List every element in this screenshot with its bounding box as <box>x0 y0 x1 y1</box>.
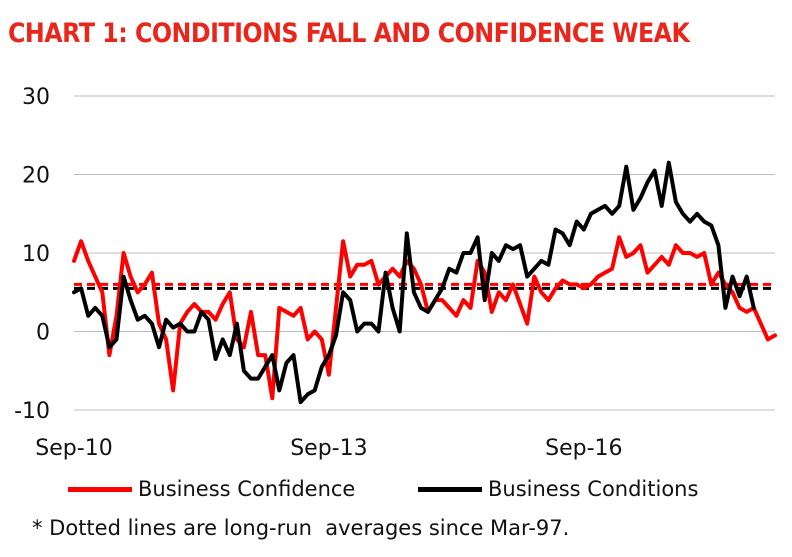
y-tick-label: 10 <box>22 242 50 267</box>
y-tick-label: 20 <box>22 164 50 189</box>
line-chart: -10 0 10 20 30 Sep-10 Sep-13 Sep-16 <box>14 85 777 461</box>
footnote: * Dotted lines are long-run averages sin… <box>32 516 570 540</box>
legend-swatch-black <box>418 486 482 492</box>
chart-title: CHART 1: CONDITIONS FALL AND CONFIDENCE … <box>8 18 690 49</box>
x-tick-label: Sep-13 <box>290 436 367 461</box>
y-axis-ticks: -10 0 10 20 30 <box>14 85 50 424</box>
y-tick-label: 30 <box>22 85 50 110</box>
y-tick-label: 0 <box>36 321 50 346</box>
legend-label: Business Conditions <box>488 477 699 501</box>
legend-swatch-red <box>68 486 132 492</box>
y-tick-label: -10 <box>14 399 50 424</box>
x-axis-ticks: Sep-10 Sep-13 Sep-16 <box>35 436 622 461</box>
legend-label: Business Confidence <box>138 477 356 501</box>
x-tick-label: Sep-16 <box>545 436 622 461</box>
series-lines <box>72 160 777 405</box>
average-lines <box>74 282 775 290</box>
x-tick-label: Sep-10 <box>35 436 112 461</box>
legend-item-conditions: Business Conditions <box>418 477 698 501</box>
series-line-business-confidence <box>72 235 777 401</box>
legend-item-confidence: Business Confidence <box>68 477 355 501</box>
gridlines <box>74 95 775 411</box>
series-line-business-conditions <box>72 160 756 405</box>
